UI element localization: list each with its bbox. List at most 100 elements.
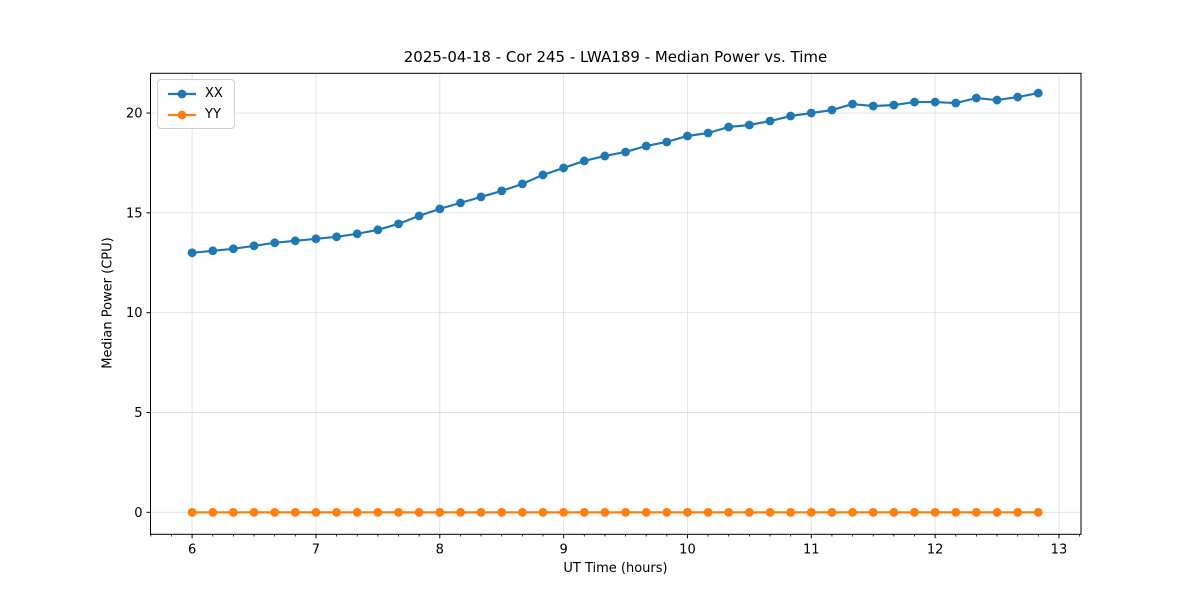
data-point-YY (992, 507, 1002, 517)
data-point-XX (703, 128, 713, 138)
x-tick-label: 8 (436, 542, 444, 557)
data-point-YY (600, 507, 610, 517)
data-point-XX (786, 111, 796, 121)
legend-swatch-xx (168, 89, 196, 98)
data-point-YY (930, 507, 940, 517)
chart-title: 2025-04-18 - Cor 245 - LWA189 - Median P… (403, 48, 828, 66)
data-point-XX (683, 131, 692, 141)
data-point-YY (228, 507, 238, 517)
data-point-XX (621, 147, 630, 157)
y-tick-label: 20 (126, 107, 143, 122)
data-point-YY (435, 507, 445, 517)
data-point-YY (806, 507, 816, 517)
data-point-XX (951, 98, 961, 108)
data-point-YY (744, 507, 754, 517)
data-point-YY (332, 507, 342, 517)
data-point-XX (476, 192, 486, 202)
y-tick-label: 15 (126, 206, 143, 221)
data-point-XX (765, 116, 775, 126)
data-point-XX (517, 179, 527, 189)
x-tick-label: 12 (927, 542, 944, 557)
x-tick-label: 11 (803, 542, 820, 557)
data-point-XX (930, 97, 940, 107)
data-point-YY (889, 507, 899, 517)
data-point-YY (1013, 507, 1023, 517)
data-point-YY (497, 507, 507, 517)
data-point-YY (683, 507, 692, 517)
data-point-XX (352, 229, 362, 239)
data-point-XX (848, 99, 857, 109)
data-point-XX (497, 186, 507, 196)
series-line-XX (191, 91, 1040, 254)
data-point-YY (1033, 507, 1043, 517)
y-tick-label: 10 (126, 306, 143, 321)
x-tick-label: 7 (312, 542, 320, 557)
legend-item-yy: YY (167, 106, 223, 123)
data-point-YY (765, 507, 775, 517)
data-point-XX (579, 156, 589, 166)
data-point-YY (414, 507, 424, 517)
data-point-YY (187, 507, 197, 517)
data-point-XX (559, 163, 569, 173)
data-point-YY (249, 507, 259, 517)
x-tick-label: 9 (559, 542, 567, 557)
data-point-XX (290, 236, 300, 246)
data-point-XX (435, 204, 445, 214)
legend-item-xx: XX (167, 85, 223, 102)
data-point-YY (910, 507, 919, 517)
x-axis-label: UT Time (hours) (563, 561, 668, 576)
data-point-XX (641, 141, 651, 151)
data-point-XX (971, 93, 981, 103)
data-point-XX (868, 101, 878, 111)
legend-swatch-yy (168, 110, 196, 119)
data-point-YY (559, 507, 569, 517)
data-point-YY (827, 507, 837, 517)
x-tick-label: 6 (188, 542, 196, 557)
legend-label-xx: XX (205, 86, 223, 101)
data-point-XX (414, 211, 424, 221)
data-point-YY (579, 507, 589, 517)
y-tick-label: 0 (134, 506, 142, 521)
x-tick-label: 10 (679, 542, 696, 557)
data-point-XX (394, 219, 403, 229)
data-point-YY (394, 507, 403, 517)
data-point-XX (332, 232, 342, 242)
data-point-XX (373, 225, 383, 235)
data-point-YY (517, 507, 527, 517)
data-point-XX (806, 108, 816, 118)
data-point-YY (373, 507, 383, 517)
data-point-XX (456, 198, 465, 208)
data-point-YY (208, 507, 218, 517)
data-point-XX (1013, 92, 1023, 102)
data-point-YY (476, 507, 486, 517)
plot-frame (150, 72, 1082, 535)
data-point-YY (456, 507, 465, 517)
data-point-YY (538, 507, 548, 517)
data-point-XX (889, 100, 899, 110)
data-point-YY (641, 507, 651, 517)
data-point-YY (352, 507, 362, 517)
data-point-YY (951, 507, 961, 517)
x-tick-label: 13 (1051, 542, 1068, 557)
data-point-XX (662, 137, 672, 147)
data-point-YY (311, 507, 321, 517)
data-point-YY (848, 507, 857, 517)
y-axis-label: Median Power (CPU) (100, 237, 116, 369)
data-point-XX (270, 238, 280, 248)
data-point-YY (786, 507, 796, 517)
data-point-XX (910, 97, 919, 107)
data-point-YY (621, 507, 630, 517)
data-point-XX (228, 244, 238, 254)
data-point-XX (724, 122, 734, 132)
data-point-XX (992, 95, 1002, 105)
data-point-YY (703, 507, 713, 517)
data-point-YY (662, 507, 672, 517)
data-point-XX (187, 248, 197, 258)
data-point-XX (311, 234, 321, 244)
data-point-YY (290, 507, 300, 517)
legend-label-yy: YY (205, 107, 221, 122)
data-point-XX (1033, 88, 1043, 98)
data-point-XX (538, 170, 548, 180)
